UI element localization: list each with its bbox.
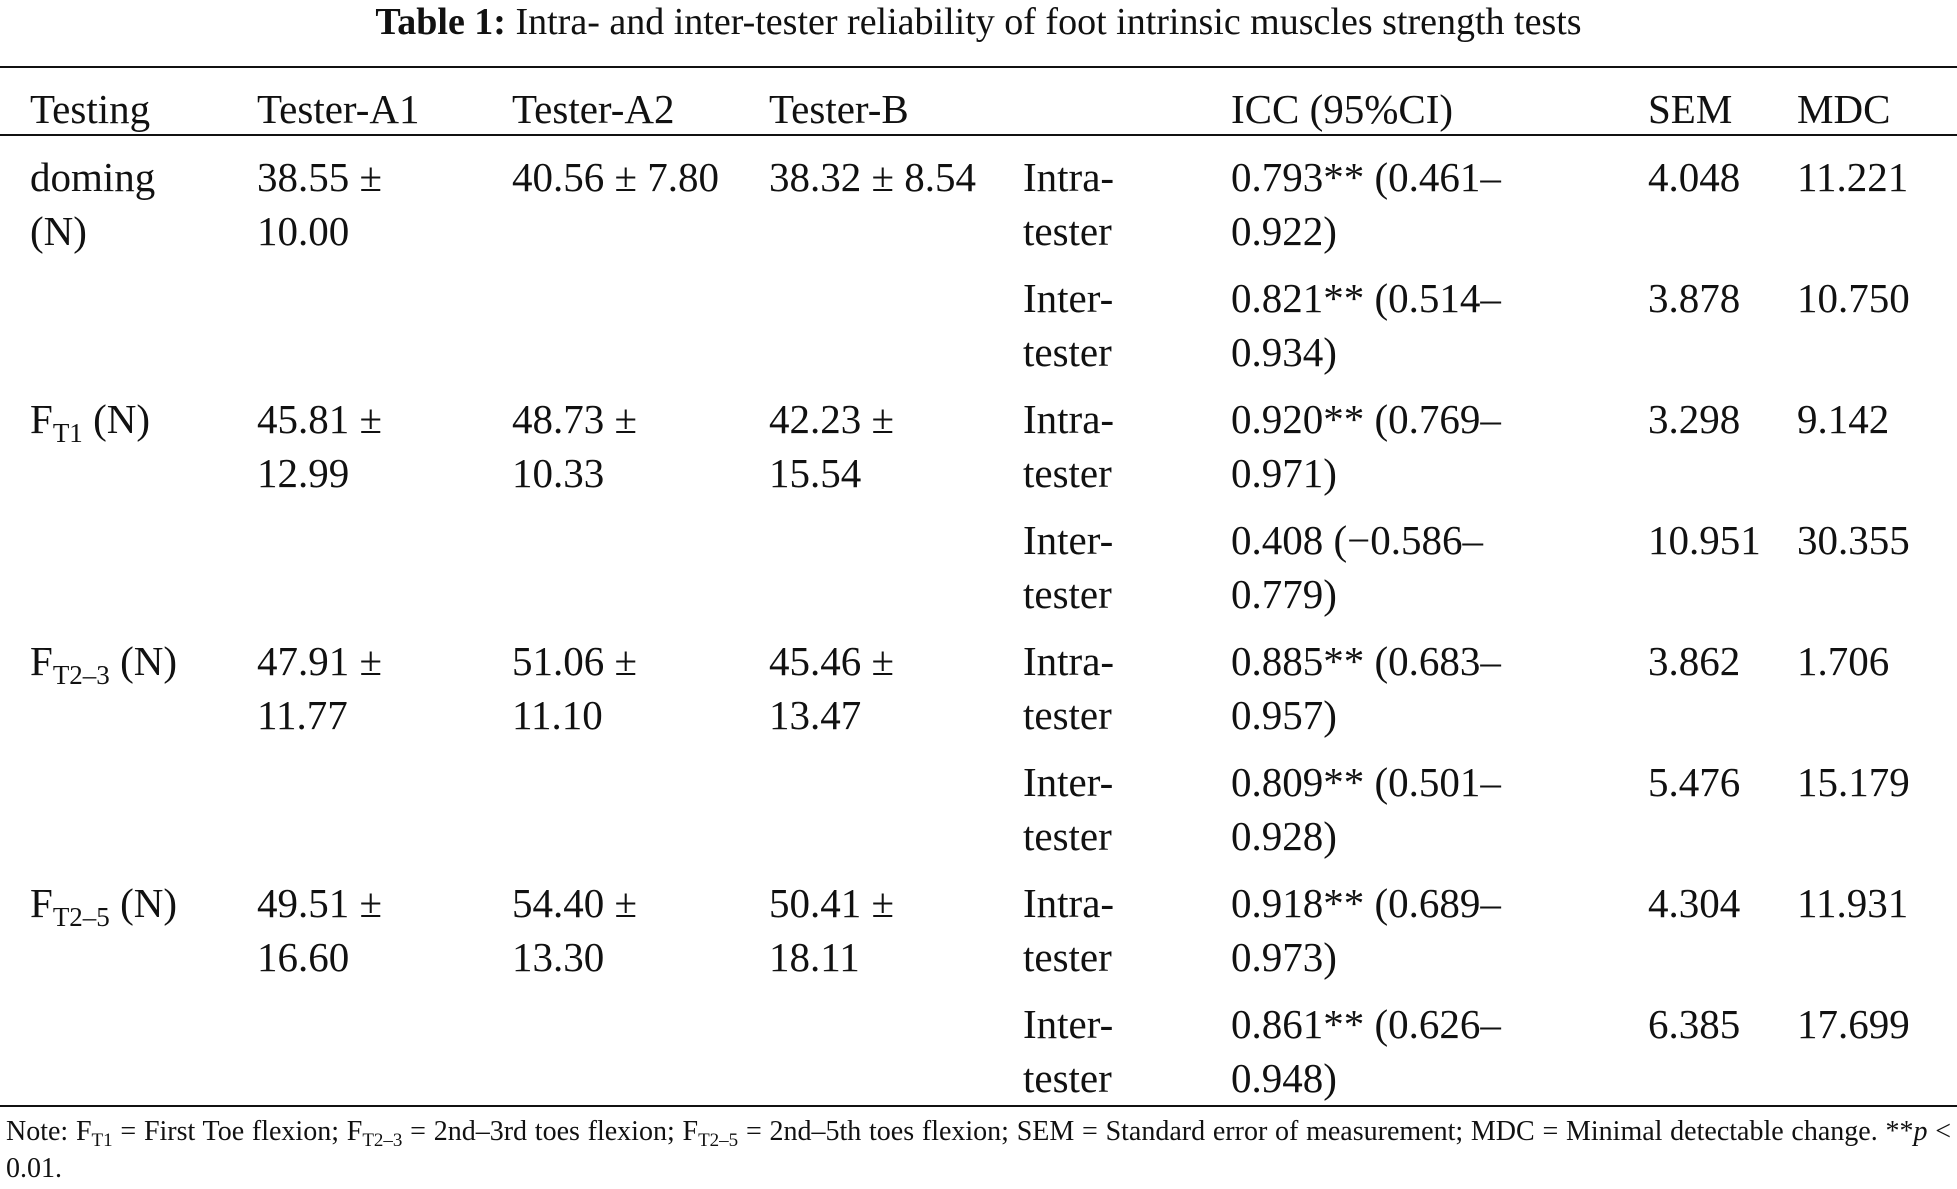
note-f1: F (75, 1116, 92, 1147)
sem-cell: 3.878 (1648, 275, 1741, 321)
mdc-cell: 30.355 (1797, 517, 1910, 563)
icc-cell: 0.408 (−0.586– 0.779) (1231, 517, 1484, 617)
caption-label: Table 1: (375, 1, 506, 43)
note-f3-def: = 2nd–5th toes flexion; SEM = Standard e… (738, 1116, 1914, 1147)
note-p: p (1913, 1116, 1928, 1147)
header-tester-b: Tester-B (769, 86, 909, 132)
tester-a2-cell: 40.56 ± 7.80 (512, 154, 720, 200)
testing-cell: FT2–5 (N) (30, 876, 177, 932)
tester-a1-cell: 45.81 ± 12.99 (257, 396, 383, 496)
tester-b-cell: 38.32 ± 8.54 (769, 154, 977, 200)
testing-cell: doming (N) (30, 150, 155, 258)
icc-cell: 0.920** (0.769– 0.971) (1231, 396, 1501, 496)
reliability-type-cell: Intra- tester (1023, 154, 1115, 254)
tester-b-cell: 45.46 ± 13.47 (769, 638, 895, 738)
header-sem: SEM (1648, 86, 1733, 132)
testing-label: F (30, 638, 53, 684)
tester-a1-cell: 38.55 ± 10.00 (257, 154, 383, 254)
header-tester-a1: Tester-A1 (257, 86, 420, 132)
note-p-def: < 0.01. (6, 1116, 1951, 1184)
note-f1-def: = First Toe flexion; (112, 1116, 347, 1147)
icc-cell: 0.885** (0.683– 0.957) (1231, 638, 1501, 738)
sem-cell: 4.304 (1648, 880, 1741, 926)
mdc-cell: 17.699 (1797, 1001, 1910, 1047)
testing-cell: FT1 (N) (30, 392, 150, 448)
testing-unit: (N) (30, 208, 87, 254)
mdc-cell: 11.221 (1797, 154, 1909, 200)
tester-b-cell: 42.23 ± 15.54 (769, 396, 895, 496)
table-caption: Table 1: Intra- and inter-tester reliabi… (0, 0, 1957, 44)
note-f2-def: = 2nd–3rd toes flexion; (402, 1116, 683, 1147)
note-f3-sub: T2–5 (698, 1130, 739, 1151)
note-f3: F (682, 1116, 699, 1147)
table-note: Note: FT1 = First Toe flexion; FT2–3 = 2… (6, 1113, 1951, 1187)
mdc-cell: 9.142 (1797, 396, 1890, 442)
icc-cell: 0.821** (0.514– 0.934) (1231, 275, 1501, 375)
testing-cell: FT2–3 (N) (30, 634, 177, 690)
reliability-type-cell: Inter- tester (1023, 1001, 1114, 1101)
note-f2: F (346, 1116, 363, 1147)
bottom-rule (0, 1105, 1957, 1107)
sem-cell: 3.862 (1648, 638, 1741, 684)
mdc-cell: 15.179 (1797, 759, 1910, 805)
note-f1-sub: T1 (91, 1130, 113, 1151)
header-mdc: MDC (1797, 86, 1891, 132)
header-tester-a2: Tester-A2 (512, 86, 675, 132)
testing-unit: (N) (82, 396, 150, 442)
reliability-type-cell: Inter- tester (1023, 275, 1114, 375)
icc-cell: 0.793** (0.461– 0.922) (1231, 154, 1501, 254)
tester-a2-cell: 51.06 ± 11.10 (512, 638, 638, 738)
sem-cell: 4.048 (1648, 154, 1741, 200)
icc-cell: 0.918** (0.689– 0.973) (1231, 880, 1501, 980)
tester-a1-cell: 47.91 ± 11.77 (257, 638, 383, 738)
testing-unit: (N) (109, 880, 177, 926)
testing-subscript: T1 (52, 418, 83, 448)
sem-cell: 6.385 (1648, 1001, 1741, 1047)
icc-cell: 0.861** (0.626– 0.948) (1231, 1001, 1501, 1101)
testing-label: F (30, 880, 53, 926)
sem-cell: 3.298 (1648, 396, 1741, 442)
tester-b-cell: 50.41 ± 18.11 (769, 880, 895, 980)
note-f2-sub: T2–3 (362, 1130, 403, 1151)
icc-cell: 0.809** (0.501– 0.928) (1231, 759, 1501, 859)
sem-cell: 5.476 (1648, 759, 1741, 805)
reliability-type-cell: Intra- tester (1023, 638, 1115, 738)
testing-label: doming (30, 154, 156, 200)
testing-label: F (30, 396, 53, 442)
header-icc: ICC (95%CI) (1231, 86, 1454, 132)
testing-subscript: T2–5 (52, 902, 110, 932)
mdc-cell: 10.750 (1797, 275, 1910, 321)
reliability-type-cell: Inter- tester (1023, 517, 1114, 617)
note-prefix: Note: (6, 1116, 76, 1147)
top-rule (0, 66, 1957, 68)
mdc-cell: 1.706 (1797, 638, 1890, 684)
reliability-type-cell: Intra- tester (1023, 880, 1115, 980)
header-testing: Testing (30, 86, 151, 132)
testing-subscript: T2–3 (52, 660, 110, 690)
reliability-type-cell: Inter- tester (1023, 759, 1114, 859)
header-rule (0, 134, 1957, 136)
reliability-type-cell: Intra- tester (1023, 396, 1115, 496)
mdc-cell: 11.931 (1797, 880, 1909, 926)
tester-a2-cell: 48.73 ± 10.33 (512, 396, 638, 496)
testing-unit: (N) (109, 638, 177, 684)
tester-a2-cell: 54.40 ± 13.30 (512, 880, 638, 980)
tester-a1-cell: 49.51 ± 16.60 (257, 880, 383, 980)
caption-title: Intra- and inter-tester reliability of f… (515, 1, 1582, 43)
sem-cell: 10.951 (1648, 517, 1761, 563)
